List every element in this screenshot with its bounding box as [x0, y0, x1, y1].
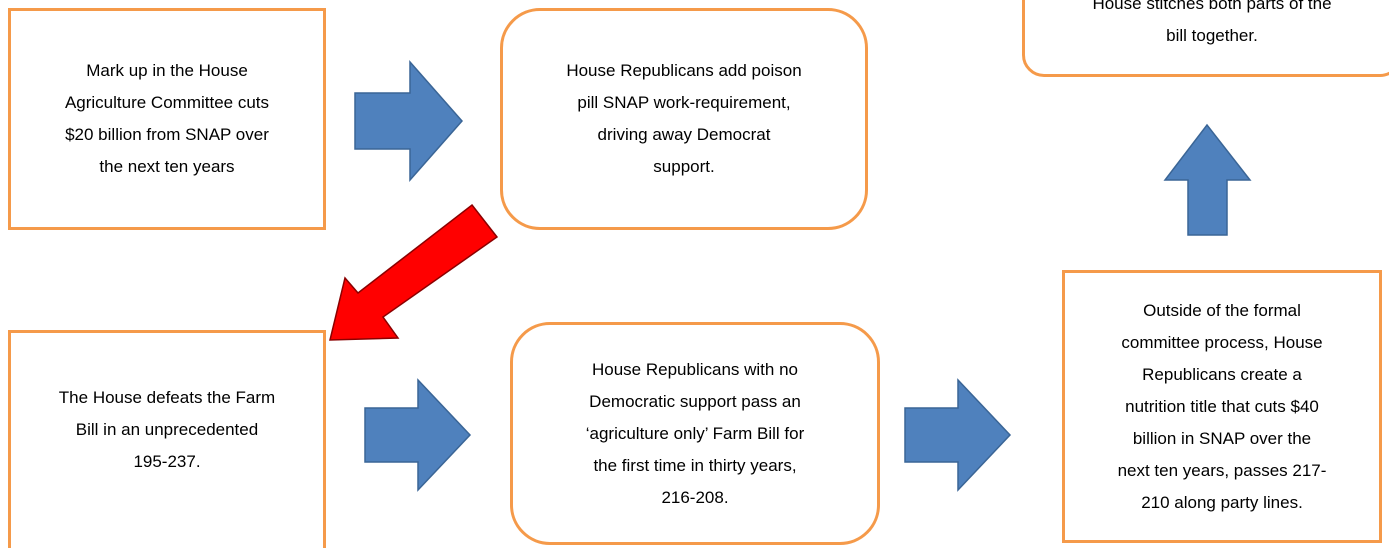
arrow-right	[364, 378, 472, 492]
node-text: Mark up in the House	[86, 61, 248, 80]
arrow-right	[354, 60, 463, 182]
node-text: 210 along party lines.	[1141, 492, 1303, 512]
node: House Republicans with no Democratic supp…	[510, 322, 880, 545]
node-text: House Republicans add poison	[566, 61, 802, 80]
node-text: House Republicans with no	[591, 359, 798, 379]
node: Mark up in the House Agriculture Committe…	[8, 8, 326, 230]
node-text: Democratic support pass an	[589, 391, 801, 411]
node: The House defeats the Farm Bill in an unp…	[8, 330, 326, 548]
node-text: House stitches both parts of the	[1092, 0, 1332, 13]
node-text: the next ten years	[99, 157, 235, 176]
node-text: driving away Democrat	[597, 125, 771, 144]
node: House Republicans add poison pill SNAP wo…	[500, 8, 868, 230]
node-text: The House defeats the Farm	[58, 388, 276, 407]
arrow-up	[1163, 123, 1252, 236]
node-text: pill SNAP work-requirement,	[577, 93, 791, 112]
node-text: 195-237.	[133, 452, 201, 471]
node-text: 216-208.	[661, 487, 729, 507]
node-text: Bill in an unprecedented	[75, 420, 259, 439]
node-text: committee process, House	[1121, 332, 1323, 352]
node-text: billion in SNAP over the	[1132, 428, 1312, 448]
node-text: $20 billion from SNAP over	[65, 125, 269, 144]
arrow-diagonal	[329, 203, 499, 341]
node-text: ‘agriculture only’ Farm Bill for	[585, 423, 805, 443]
node-text: nutrition title that cuts $40	[1125, 396, 1319, 416]
node-text: support.	[653, 157, 715, 176]
node: Outside of the formal committee process, …	[1062, 270, 1382, 543]
node-text: the first time in thirty years,	[593, 455, 797, 475]
node-text: bill together.	[1166, 26, 1258, 45]
node-text: Republicans create a	[1142, 364, 1302, 384]
node-text: Outside of the formal	[1143, 300, 1301, 320]
node-text: next ten years, passes 217-	[1117, 460, 1327, 480]
node-text: Agriculture Committee cuts	[64, 93, 270, 112]
node: House stitches both parts of the bill tog…	[1022, 0, 1389, 77]
arrow-right	[904, 378, 1012, 492]
